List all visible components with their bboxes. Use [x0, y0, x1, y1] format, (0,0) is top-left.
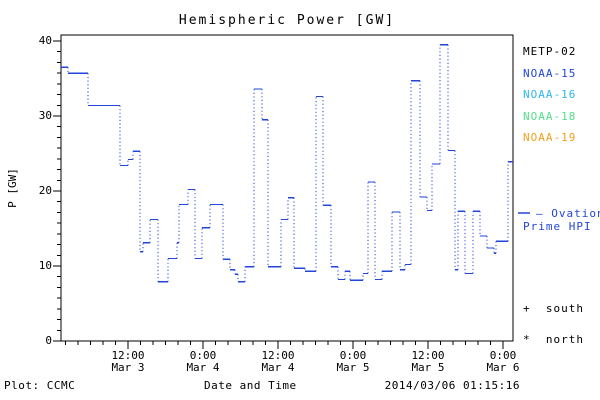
x-tick-label: 0:00 Mar 4: [168, 350, 238, 374]
legend-item-noaa-16: NOAA-16: [523, 88, 577, 102]
x-tick-date: Mar 6: [486, 361, 520, 374]
y-tick-label: 10: [38, 259, 52, 272]
north-label: north: [545, 333, 584, 346]
x-tick-label: 0:00 Mar 6: [468, 350, 538, 374]
legend-ovation-line1: – Ovation: [536, 207, 600, 220]
x-tick-time: 0:00: [489, 349, 517, 362]
legend-north: * north: [523, 333, 584, 346]
hpi-trace-steps: [61, 44, 513, 283]
y-axis-label: P [GW]: [6, 168, 19, 208]
south-label: south: [545, 302, 584, 315]
footer-plot-source: Plot: CCMC: [4, 379, 76, 392]
legend-item-noaa-15: NOAA-15: [523, 66, 577, 80]
footer-timestamp: 2014/03/06 01:15:16: [384, 379, 520, 392]
north-asterisk-icon: *: [523, 333, 531, 346]
x-tick-label: 0:00 Mar 5: [318, 350, 388, 374]
south-label-gap: [531, 302, 546, 315]
hpi-trace-risers: [67, 44, 509, 282]
x-tick-date: Mar 3: [111, 361, 145, 374]
x-tick-time: 12:00: [411, 349, 445, 362]
x-axis-title: Date and Time: [204, 379, 297, 392]
y-tick-label: 0: [45, 334, 52, 347]
x-tick-time: 0:00: [189, 349, 217, 362]
x-tick-date: Mar 4: [261, 361, 295, 374]
x-tick-time: 0:00: [339, 349, 367, 362]
south-plus-icon: +: [523, 302, 531, 315]
y-tick-label: 30: [38, 109, 52, 122]
legend-south: + south: [523, 302, 584, 315]
x-tick-date: Mar 5: [411, 361, 445, 374]
legend-item-noaa-18: NOAA-18: [523, 109, 577, 123]
x-tick-label: 12:00 Mar 5: [393, 350, 463, 374]
y-tick-label: 40: [38, 34, 52, 47]
legend-item-metp-02: METP-02: [523, 45, 577, 58]
x-tick-date: Mar 5: [336, 361, 370, 374]
x-tick-time: 12:00: [261, 349, 295, 362]
legend-item-noaa-19: NOAA-19: [523, 131, 577, 145]
chart-title: Hemispheric Power [GW]: [178, 13, 396, 28]
plot-frame: [60, 34, 514, 342]
north-label-gap: [531, 333, 546, 346]
x-tick-time: 12:00: [111, 349, 145, 362]
legend-ovation-line2: Prime HPI: [523, 220, 592, 233]
x-tick-label: 12:00 Mar 3: [93, 350, 163, 374]
x-tick-label: 12:00 Mar 4: [243, 350, 313, 374]
x-tick-date: Mar 4: [186, 361, 220, 374]
y-tick-label: 20: [38, 184, 52, 197]
